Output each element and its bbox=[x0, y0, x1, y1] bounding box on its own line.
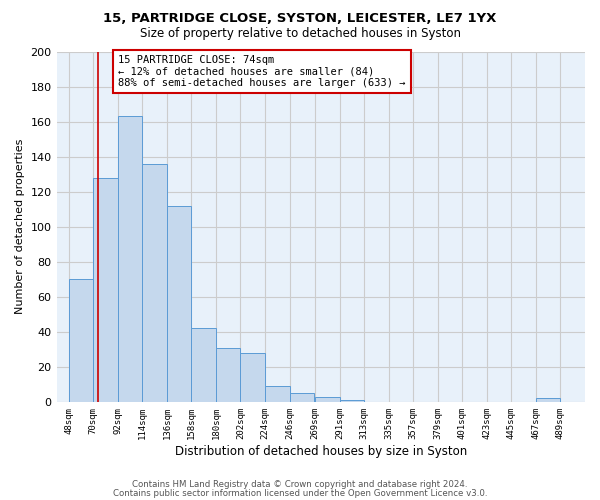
Bar bbox=[340, 400, 364, 402]
Bar bbox=[191, 328, 216, 402]
Text: Contains HM Land Registry data © Crown copyright and database right 2024.: Contains HM Land Registry data © Crown c… bbox=[132, 480, 468, 489]
Y-axis label: Number of detached properties: Number of detached properties bbox=[15, 139, 25, 314]
Bar bbox=[167, 206, 191, 402]
Bar bbox=[142, 164, 167, 402]
X-axis label: Distribution of detached houses by size in Syston: Distribution of detached houses by size … bbox=[175, 444, 467, 458]
Bar bbox=[94, 178, 118, 402]
Bar bbox=[118, 116, 142, 402]
Bar bbox=[315, 396, 340, 402]
Bar bbox=[241, 353, 265, 402]
Text: Contains public sector information licensed under the Open Government Licence v3: Contains public sector information licen… bbox=[113, 489, 487, 498]
Bar bbox=[536, 398, 560, 402]
Bar bbox=[265, 386, 290, 402]
Text: Size of property relative to detached houses in Syston: Size of property relative to detached ho… bbox=[139, 28, 461, 40]
Bar bbox=[69, 279, 94, 402]
Bar bbox=[216, 348, 241, 402]
Text: 15, PARTRIDGE CLOSE, SYSTON, LEICESTER, LE7 1YX: 15, PARTRIDGE CLOSE, SYSTON, LEICESTER, … bbox=[103, 12, 497, 26]
Text: 15 PARTRIDGE CLOSE: 74sqm
← 12% of detached houses are smaller (84)
88% of semi-: 15 PARTRIDGE CLOSE: 74sqm ← 12% of detac… bbox=[118, 55, 406, 88]
Bar bbox=[290, 393, 314, 402]
